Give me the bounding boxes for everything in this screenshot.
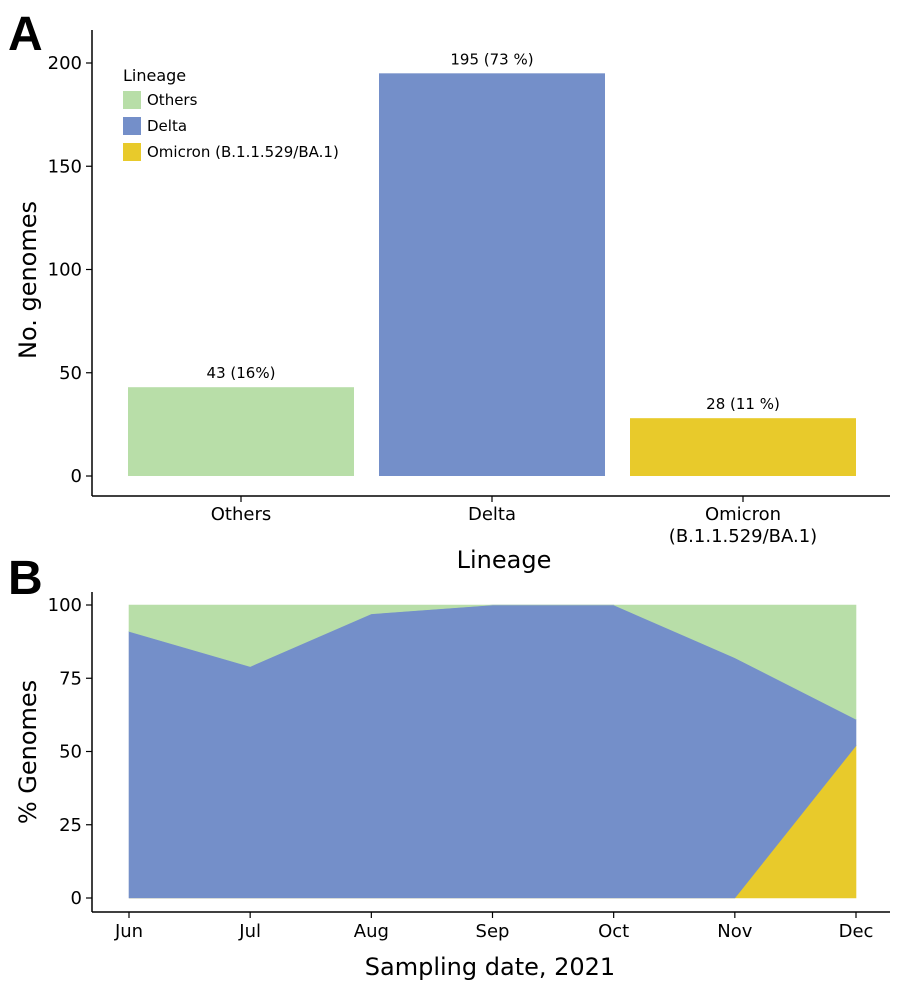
panel-a-letter: A: [8, 8, 43, 61]
legend-label-omicron-b-1-1-529-ba-1: Omicron (B.1.1.529/BA.1): [147, 143, 339, 161]
panel-b-x-axis-title: Sampling date, 2021: [365, 953, 615, 981]
panel-a-y-tick-label: 200: [48, 53, 82, 74]
panel-b-letter: B: [8, 552, 43, 605]
legend-label-others: Others: [147, 91, 198, 109]
data-label-others: 43 (16%): [207, 364, 276, 382]
panel-b-x-tick-label-aug: Aug: [354, 921, 389, 942]
panel-a-y-tick-label: 0: [71, 466, 82, 487]
panel-b-y-axis-title: % Genomes: [14, 680, 42, 824]
panel-b-y-tick-label: 75: [59, 668, 82, 689]
legend-swatch-omicron-b-1-1-529-ba-1: [123, 143, 141, 161]
panel-b-x-ticks: Jun Jul Aug Sep Oct Nov Dec: [114, 912, 873, 942]
panel-a-x-tick-label: Others: [211, 504, 272, 525]
panel-b-x-tick-label-jun: Jun: [114, 921, 143, 942]
legend-swatch-delta: [123, 117, 141, 135]
panel-a-x-axis-title: Lineage: [457, 546, 552, 574]
panel-a-bars: [128, 73, 856, 476]
data-label-omicron: 28 (11 %): [706, 395, 780, 413]
panel-b-x-tick-label-sep: Sep: [476, 921, 510, 942]
bar-others: [128, 387, 354, 476]
panel-a-y-tick-label: 150: [48, 156, 82, 177]
data-label-delta: 195 (73 %): [450, 50, 533, 68]
panel-a-x-tick-label: Omicron: [705, 504, 781, 525]
panel-a-y-tick-label: 50: [59, 363, 82, 384]
panel-b-y-tick-label: 50: [59, 742, 82, 763]
panel-a-y-tick-label: 100: [48, 260, 82, 281]
panel-a-x-ticks: Others Delta Omicron(B.1.1.529/BA.1): [211, 496, 817, 547]
panel-a-y-ticks: 0 50 100 150 200: [48, 53, 92, 487]
panel-b-x-tick-label-dec: Dec: [839, 921, 874, 942]
panel-b: B 0 25 50 75 100 Jun Jul Aug Sep Oct Nov Dec Sampl…: [8, 552, 890, 981]
panel-a-y-axis-title: No. genomes: [14, 201, 42, 359]
panel-b-y-tick-label: 25: [59, 815, 82, 836]
panel-b-x-tick-label-jul: Jul: [238, 921, 261, 942]
panel-b-y-ticks: 0 25 50 75 100: [48, 595, 92, 909]
area-others: [128, 604, 857, 720]
bar-omicron: [630, 418, 856, 476]
panel-a-data-labels: 43 (16%) 195 (73 %) 28 (11 %): [207, 50, 780, 413]
panel-a-axes: [91, 30, 890, 497]
panel-b-x-tick-label-nov: Nov: [717, 921, 752, 942]
panel-b-x-tick-label-oct: Oct: [598, 921, 629, 942]
panel-a: A 43 (16%) 195 (73 %) 28 (11 %) 0 50 100 150 2…: [8, 8, 890, 574]
legend-title: Lineage: [123, 66, 186, 85]
bar-delta: [379, 73, 605, 476]
legend-swatch-others: [123, 91, 141, 109]
panel-a-legend: Lineage Others Delta Omicron (B.1.1.529/BA…: [123, 66, 339, 161]
panel-b-areas: [128, 604, 857, 899]
legend-label-delta: Delta: [147, 117, 187, 135]
panel-a-x-tick-label: (B.1.1.529/BA.1): [669, 526, 817, 547]
panel-b-y-tick-label: 0: [71, 888, 82, 909]
panel-b-y-tick-label: 100: [48, 595, 82, 616]
panel-a-x-tick-label: Delta: [468, 504, 516, 525]
